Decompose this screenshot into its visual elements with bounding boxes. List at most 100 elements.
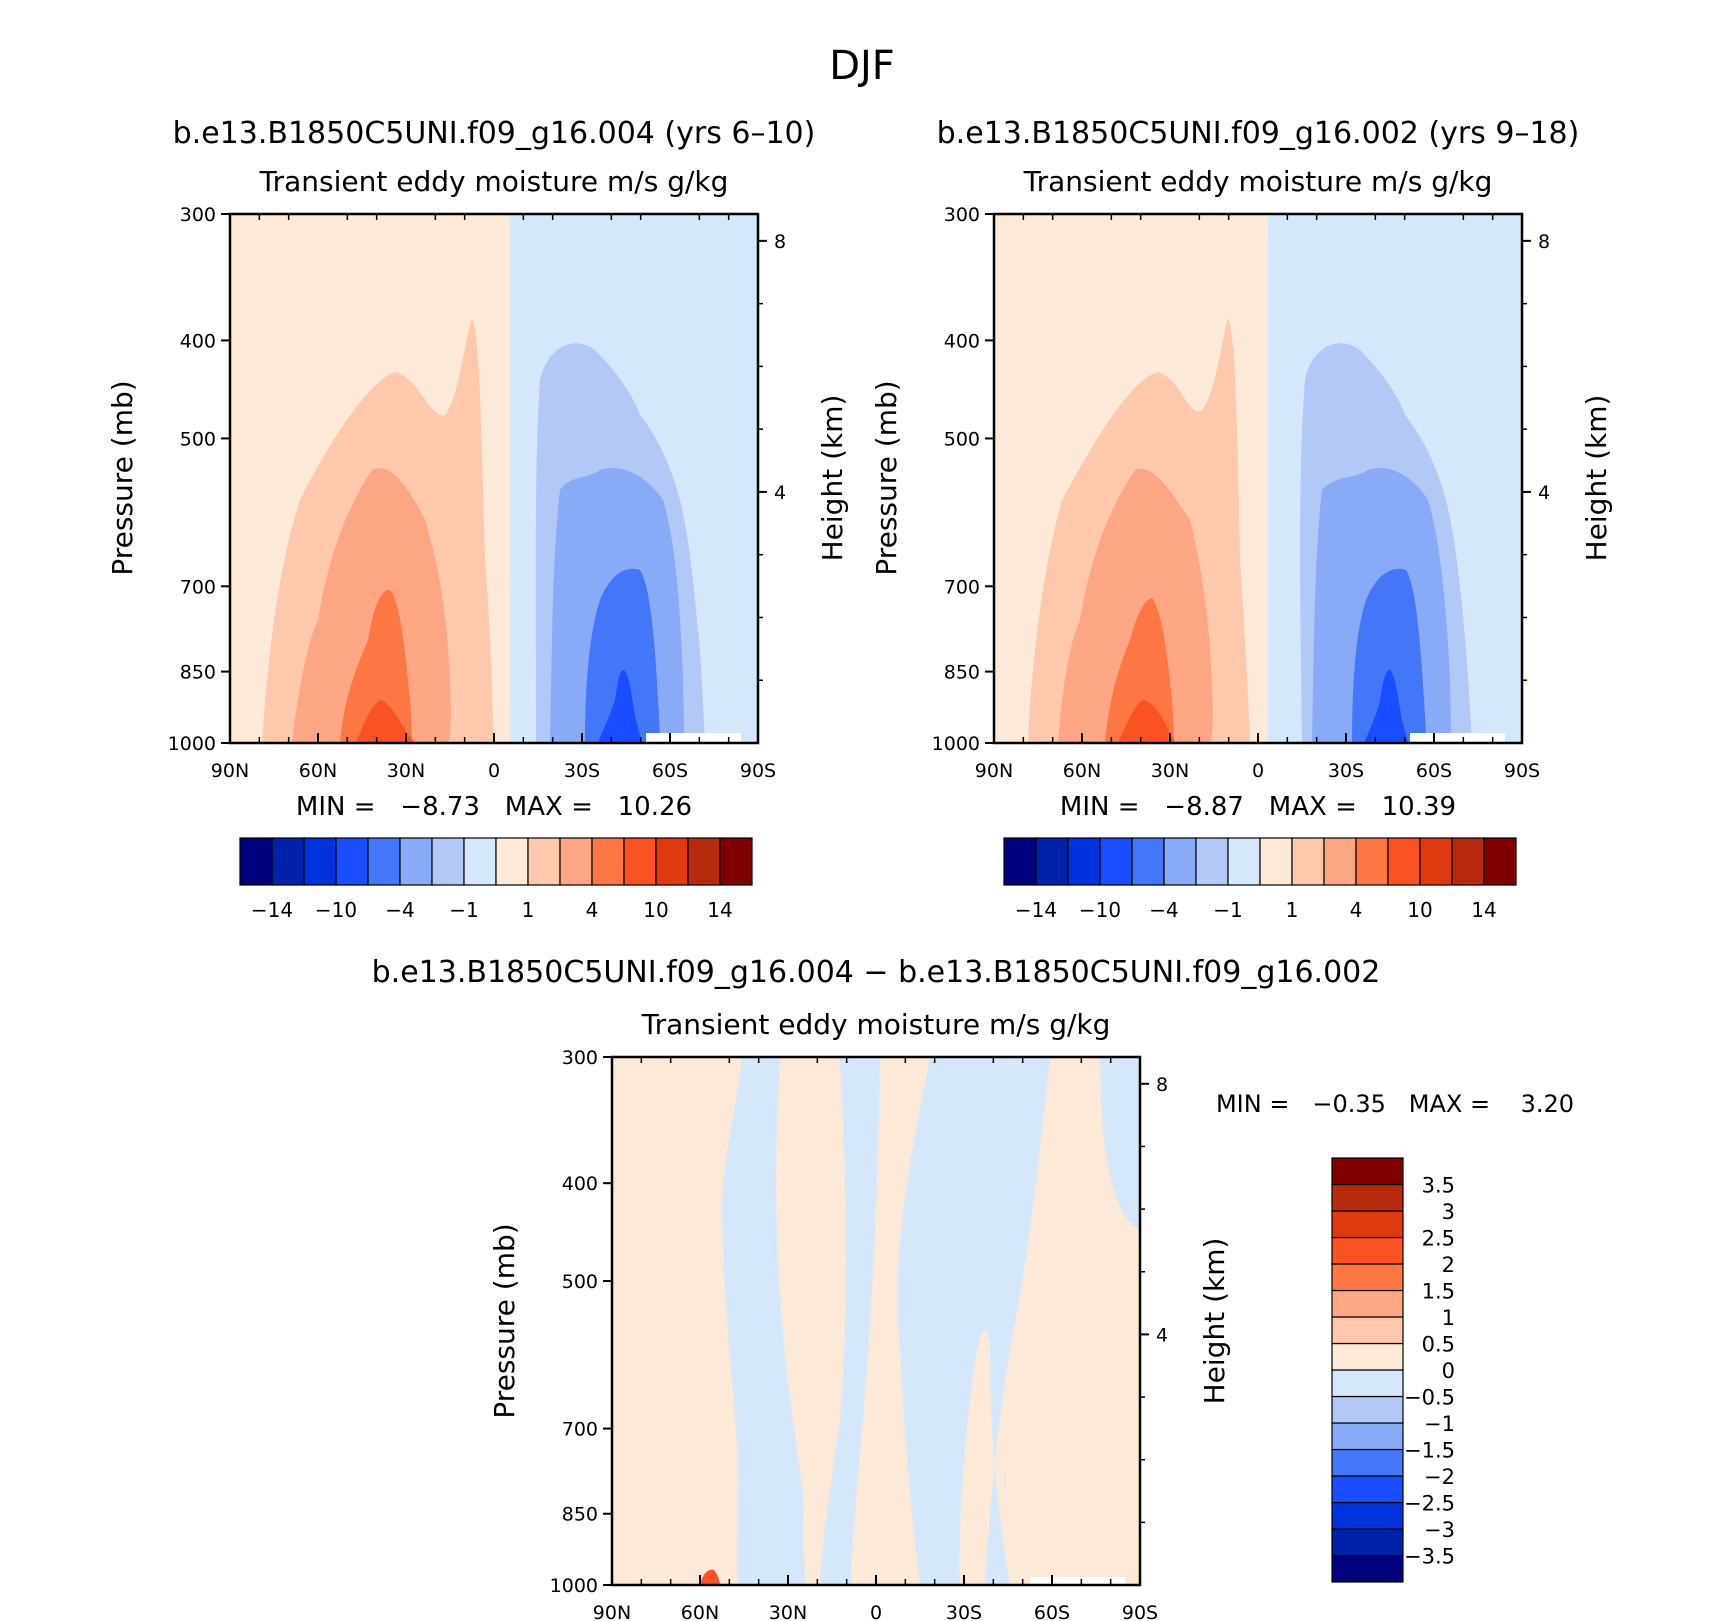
- y-tick-label: 300: [562, 1047, 598, 1069]
- colorbar-swatch: [1131, 837, 1165, 886]
- colorbar-swatch: [239, 837, 273, 886]
- panel-right-stats: MIN = −8.87 MAX = 10.39: [1060, 792, 1456, 822]
- colorbar-swatch: [335, 837, 369, 886]
- x-tick-label: 90S: [1122, 1602, 1158, 1621]
- contour-diff-negative-band-40S-60S: [897, 1057, 1050, 1585]
- colorbar-swatch: [1195, 837, 1229, 886]
- x-tick-label: 60N: [1063, 760, 1101, 782]
- colorbar-swatch: [1259, 837, 1293, 886]
- colorbar-tick-label: −3.5: [1404, 1545, 1455, 1569]
- colorbar-tick-label: 1.5: [1422, 1280, 1455, 1304]
- missing-data-patch: [1030, 1577, 1125, 1585]
- panel-right-axes: 90N 60N 30N 0 30S 60S 90S 300 400 500 700 850 1000 8 4: [932, 204, 1550, 782]
- y-tick-label: 1000: [550, 1575, 598, 1597]
- colorbar-swatch: [559, 837, 593, 886]
- colorbar-tick-label: 1: [522, 898, 535, 922]
- colorbar-tick-label: −4: [385, 898, 414, 922]
- colorbar-tick-label: −14: [1015, 898, 1057, 922]
- contour-diff-positive-sliver-30N: [800, 1310, 824, 1585]
- panel-right-case-title: b.e13.B1850C5UNI.f09_g16.002 (yrs 9–18): [937, 116, 1580, 151]
- x-tick-label: 30S: [1328, 760, 1364, 782]
- colorbar-swatch: [1323, 837, 1357, 886]
- panel-bottom-stats: MIN = −0.35 MAX = 3.20: [1216, 1090, 1574, 1118]
- colorbar-tick-label: −10: [1079, 898, 1121, 922]
- colorbar-swatch: [303, 837, 337, 886]
- y-right-tick-label: 8: [1538, 231, 1550, 253]
- colorbar-swatch: [1099, 837, 1133, 886]
- panel-bottom-ylabel-right: Height (km): [1198, 1238, 1231, 1405]
- x-tick-label: 90N: [975, 760, 1013, 782]
- colorbar-swatch: [399, 837, 433, 886]
- figure-title: DJF: [829, 43, 895, 89]
- colorbar-tick-label: 3: [1442, 1200, 1455, 1224]
- colorbar-right: −14 −10 −4 −1 1 4 10 14: [1003, 837, 1517, 922]
- y-tick-label: 300: [180, 204, 216, 226]
- colorbar-tick-label: −1.5: [1404, 1439, 1455, 1463]
- colorbar-swatch: [1331, 1528, 1404, 1557]
- contour-neg-level-3: [585, 568, 660, 743]
- colorbar-swatch: [1003, 837, 1037, 886]
- contour-pos-level-3: [340, 590, 412, 743]
- contour-pos-level-2: [1058, 468, 1213, 743]
- colorbar-tick-label: 2: [1442, 1253, 1455, 1277]
- x-tick-label: 90N: [211, 760, 249, 782]
- colorbar-swatch: [1331, 1422, 1404, 1451]
- panel-left: b.e13.B1850C5UNI.f09_g16.004 (yrs 6–10) …: [106, 116, 849, 922]
- contour-pos-level-4: [356, 700, 415, 743]
- contour-neg-level-4: [1364, 670, 1408, 743]
- colorbar-swatch: [527, 837, 561, 886]
- colorbar-swatch: [367, 837, 401, 886]
- x-tick-label: 90S: [740, 760, 776, 782]
- colorbar-tick-label: −10: [315, 898, 357, 922]
- colorbar-swatch: [1331, 1554, 1404, 1583]
- colorbar-swatch: [1227, 837, 1261, 886]
- colorbar-tick-label: −14: [251, 898, 293, 922]
- colorbar-swatch: [1331, 1316, 1404, 1345]
- colorbar-swatch: [655, 837, 689, 886]
- colorbar-swatch: [431, 837, 465, 886]
- y-tick-label: 1000: [932, 733, 980, 755]
- x-tick-label: 30S: [564, 760, 600, 782]
- panel-left-ylabel-right: Height (km): [816, 395, 849, 562]
- y-tick-label: 700: [944, 576, 980, 598]
- x-tick-label: 30N: [1151, 760, 1189, 782]
- y-tick-label: 400: [562, 1173, 598, 1195]
- y-tick-label: 500: [562, 1271, 598, 1293]
- y-right-tick-label: 4: [774, 482, 786, 504]
- contour-pos-level-2: [292, 468, 451, 743]
- panel-right: b.e13.B1850C5UNI.f09_g16.002 (yrs 9–18) …: [870, 116, 1613, 922]
- colorbar-swatch: [1419, 837, 1453, 886]
- colorbar-swatch: [1331, 1183, 1404, 1212]
- colorbar-tick-label: 0: [1442, 1359, 1455, 1383]
- colorbar-diff: −3.5 −3−2.5 −2−1.5 −1−0.5 00.5 11.5 22.5 33.5: [1331, 1157, 1455, 1583]
- contour-diff-negative-band-45N-15N: [722, 1057, 812, 1585]
- panel-right-subtitle: Transient eddy moisture m/s g/kg: [1023, 165, 1493, 198]
- y-tick-label: 500: [180, 428, 216, 450]
- panel-bottom-case-title: b.e13.B1850C5UNI.f09_g16.004 − b.e13.B18…: [372, 955, 1381, 990]
- colorbar-tick-label: 4: [1350, 898, 1363, 922]
- y-tick-label: 300: [944, 204, 980, 226]
- y-tick-label: 1000: [168, 733, 216, 755]
- colorbar-swatch: [1291, 837, 1325, 886]
- contour-diff-negative-band-85S: [1100, 1057, 1140, 1230]
- colorbar-swatch: [1331, 1210, 1404, 1239]
- panel-left-axes: 90N 60N 30N 0 30S 60S 90S 300 400 500 700 850 1000 8 4: [168, 204, 786, 782]
- colorbar-swatch: [1331, 1369, 1404, 1398]
- y-right-tick-label: 8: [774, 231, 786, 253]
- colorbar-tick-label: −1: [1424, 1412, 1455, 1436]
- colorbar-tick-label: −2: [1424, 1465, 1455, 1489]
- colorbar-tick-label: 1: [1442, 1306, 1455, 1330]
- colorbar-tick-label: 10: [1407, 898, 1432, 922]
- x-tick-label: 0: [488, 760, 500, 782]
- panel-right-contours: [994, 214, 1522, 743]
- panel-bottom-ylabel: Pressure (mb): [488, 1223, 521, 1418]
- colorbar-swatch: [1331, 1263, 1404, 1292]
- x-tick-label: 60S: [1416, 760, 1452, 782]
- y-right-tick-label: 4: [1538, 482, 1550, 504]
- colorbar-swatch: [1331, 1448, 1404, 1477]
- colorbar-swatch: [687, 837, 721, 886]
- colorbar-tick-label: 14: [707, 898, 732, 922]
- y-tick-label: 700: [180, 576, 216, 598]
- y-tick-label: 400: [944, 330, 980, 352]
